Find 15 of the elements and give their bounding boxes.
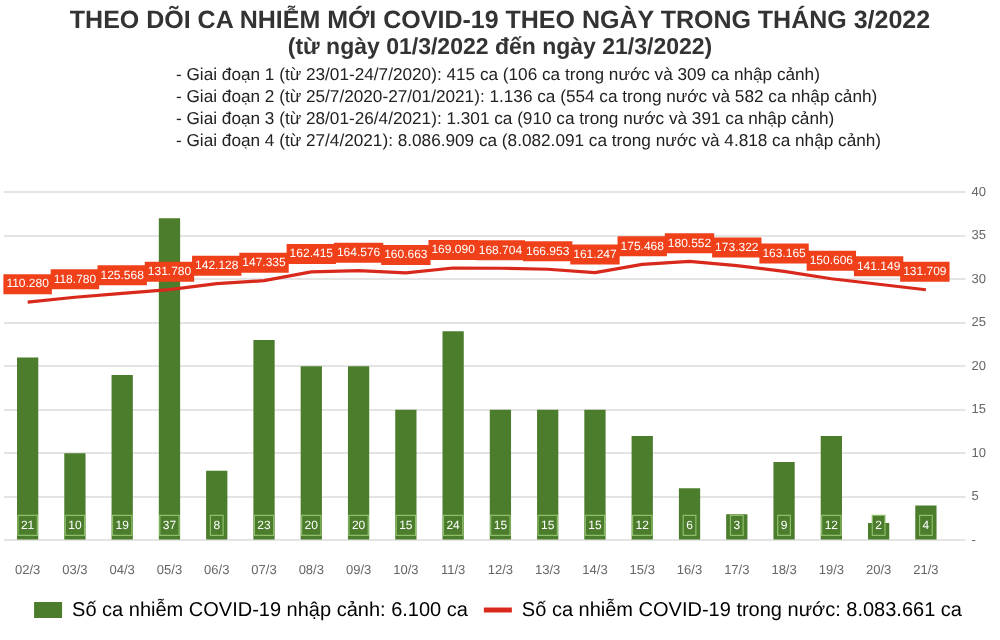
text: - Giai đoạn 3 (từ 28/01-26/4/2021): 1.301 ca (910 ca trong nước và 391 ca nhập cảnh)	[176, 108, 837, 130]
bar	[300, 366, 322, 540]
bar	[111, 374, 133, 540]
text: - Giai đoạn 2 (từ 25/7/2020-27/01/2021): 1.136 ca (554 ca trong nước và 582 ca nhập cảnh)	[176, 86, 880, 108]
text: - Giai đoạn 4 (từ 27/4/2021): 8.086.909 ca (8.082.091 ca trong nước và 4.818 ca nhập cảnh)	[176, 130, 884, 152]
chart-subtitle: (từ ngày 01/3/2022 đến ngày 21/3/2022)	[285, 36, 715, 60]
bar	[584, 409, 606, 540]
chart-title: THEO DÕI CA NHIỄM MỚI COVID-19 THEO NGÀY TRONG THÁNG 3/2022	[67, 6, 933, 34]
bar	[17, 357, 39, 540]
legend-label: Số ca nhiễm COVID-19 nhập cảnh: 6.100 ca	[72, 597, 469, 622]
text: - Giai đoạn 1 (từ 23/01-24/7/2020): 415 ca (106 ca trong nước và 309 ca nhập cảnh)	[176, 64, 822, 86]
bar	[347, 366, 370, 540]
legend-label: Số ca nhiễm COVID-19 trong nước: 8.083.661 ca	[521, 597, 963, 622]
bar	[253, 340, 275, 540]
bar	[442, 331, 464, 540]
